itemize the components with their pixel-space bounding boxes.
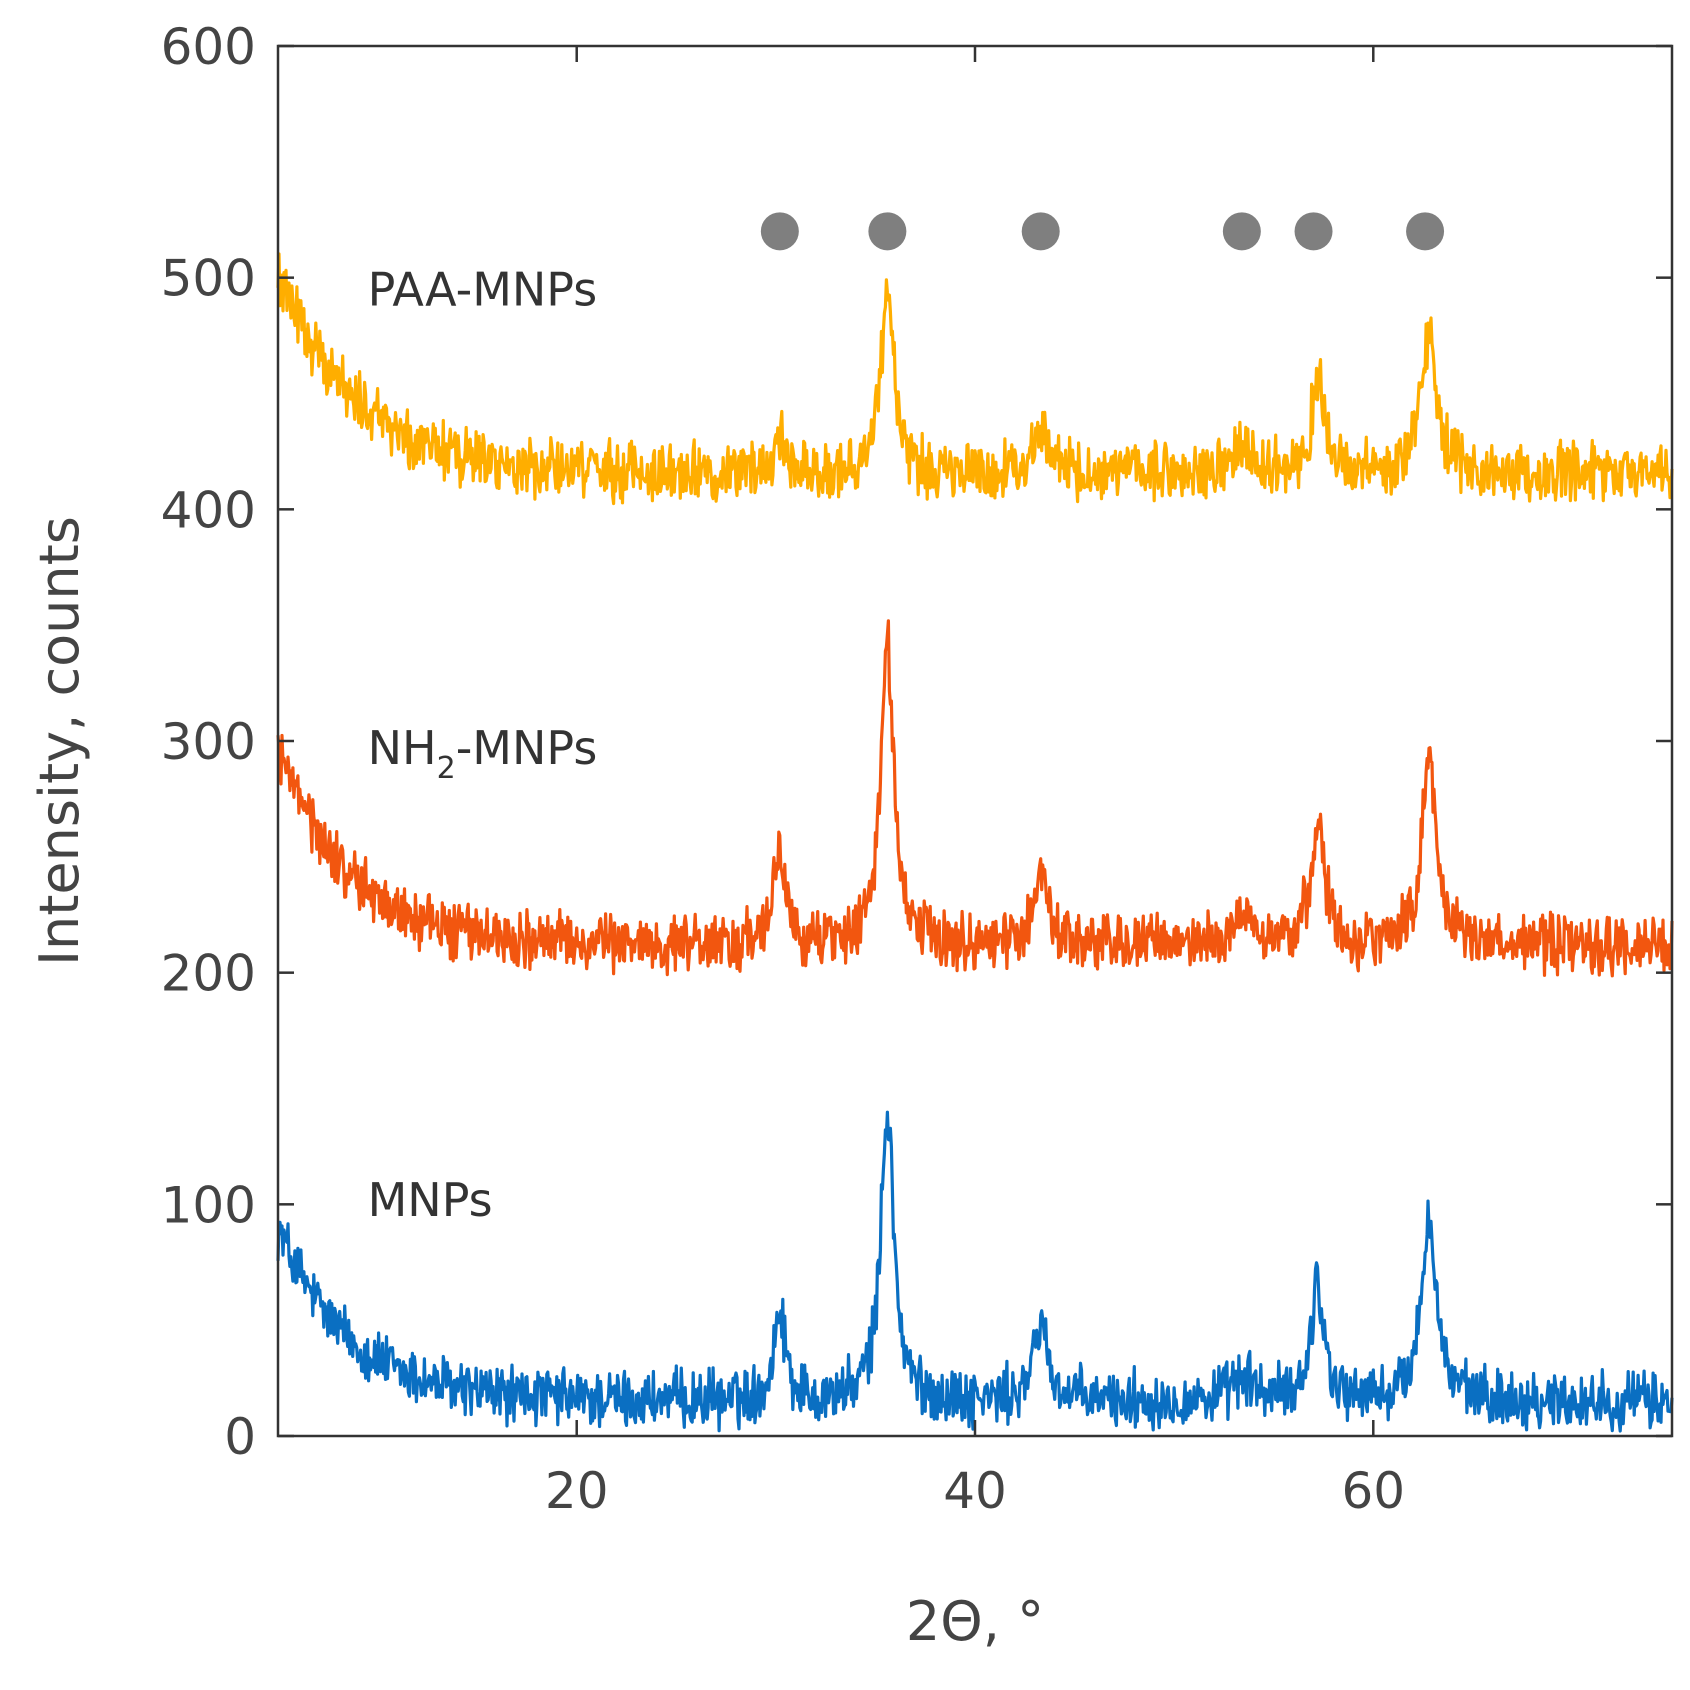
x-tick-label: 60 (1341, 1462, 1405, 1520)
peak-marker-dot (1021, 212, 1060, 251)
series-label: MNPs (368, 1173, 493, 1227)
y-tick-label: 300 (161, 713, 256, 771)
series-label-layer: MNPs NH2-MNPs PAA-MNPs (368, 262, 598, 1226)
series-label: PAA-MNPs (368, 262, 598, 316)
peak-marker-layer (760, 212, 1445, 251)
y-tick-label: 100 (161, 1176, 256, 1234)
peak-marker-dot (1406, 212, 1445, 251)
y-tick-label: 0 (224, 1408, 256, 1466)
peak-marker-dot (868, 212, 907, 251)
y-tick-label: 400 (161, 481, 256, 539)
peak-marker-dot (760, 212, 799, 251)
x-axis-title: 2Θ, ° (906, 1590, 1044, 1653)
x-tick-label: 40 (943, 1462, 1007, 1520)
peak-marker-dot (1294, 212, 1333, 251)
series-line-paa-mnps (276, 252, 1674, 506)
y-tick-label: 600 (161, 18, 256, 76)
y-tick-label: 200 (161, 945, 256, 1003)
x-tick-label: 20 (545, 1462, 609, 1520)
series-line-mnps (276, 1110, 1674, 1433)
peak-marker-dot (1222, 212, 1261, 251)
series-label: NH2-MNPs (368, 721, 598, 786)
series-line-nh2-mnps (276, 619, 1674, 978)
series-layer (276, 252, 1674, 1433)
y-axis-title: Intensity, counts (28, 516, 91, 966)
axes-layer: 0 100 200 300 400 500 600 20 40 60 (161, 18, 1674, 1520)
y-tick-label: 500 (161, 250, 256, 308)
